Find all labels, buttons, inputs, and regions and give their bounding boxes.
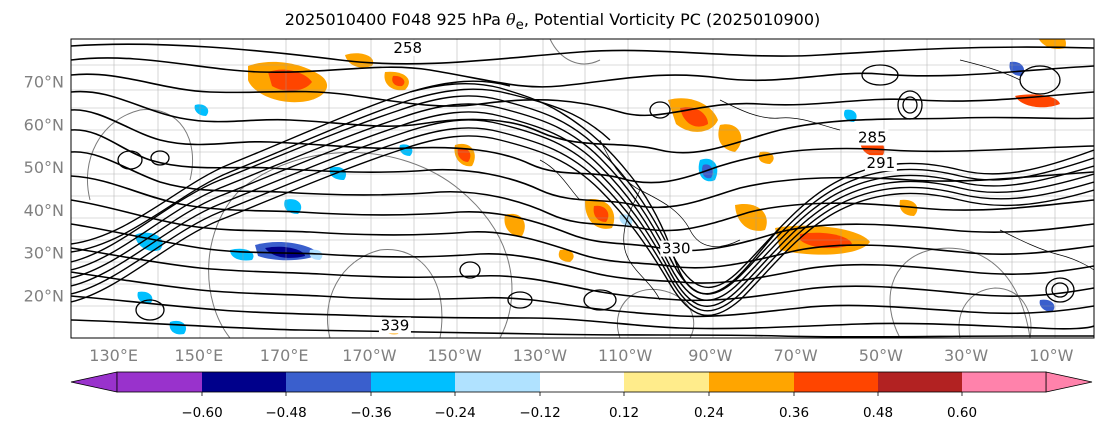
- colorbar: −0.60 −0.48 −0.36 −0.24 −0.12 0.12 0.24 0.36 0.4…: [70, 371, 1093, 421]
- colorbar-tick-label: −0.24: [434, 405, 475, 421]
- latitude-label: 40°N: [24, 201, 64, 220]
- colorbar-tick-label: 0.12: [609, 405, 639, 421]
- latitude-labels: 70°N 60°N 50°N 40°N 30°N 20°N: [24, 73, 64, 306]
- colorbar-tick-label: −0.12: [519, 405, 560, 421]
- colorbar-segment: [286, 372, 371, 392]
- theta-symbol: θ: [506, 10, 516, 29]
- contour-label-background: [378, 317, 411, 334]
- colorbar-tick-label: 0.60: [947, 405, 977, 421]
- colorbar-segment: [709, 372, 794, 392]
- jet-contour-band: [71, 80, 1094, 316]
- latitude-label: 70°N: [24, 73, 64, 92]
- colorbar-tick-label: 0.24: [694, 405, 724, 421]
- longitude-label: 90°W: [688, 346, 732, 365]
- contour-label: 291: [867, 154, 896, 172]
- longitude-labels: 130°E 150°E 170°E 170°W 150°W 130°W 110°W 90°W 7…: [89, 346, 1073, 365]
- contour-label-background: [864, 155, 897, 172]
- contour-label: 258: [393, 39, 422, 57]
- longitude-label: 50°W: [859, 346, 903, 365]
- latitude-label: 30°N: [24, 244, 64, 263]
- map-frame: [70, 38, 1095, 339]
- longitude-label: 130°E: [89, 346, 138, 365]
- contour-label: 339: [381, 316, 410, 334]
- theta-subscript: e: [515, 18, 524, 34]
- colorbar-tick-label: 0.36: [779, 405, 809, 421]
- colorbar-segment: [624, 372, 709, 392]
- colorbar-segment: [371, 372, 455, 392]
- contour-label-background: [660, 240, 693, 257]
- colorbar-tick-label: −0.36: [350, 405, 391, 421]
- coastlines: [539, 59, 1094, 301]
- colorbar-extend-low: [70, 371, 118, 393]
- longitude-label: 70°W: [774, 346, 818, 365]
- longitude-label: 10°W: [1029, 346, 1073, 365]
- colorbar-segment: [117, 372, 202, 392]
- colorbar-segment: [455, 372, 540, 392]
- colorbar-segment: [962, 372, 1046, 392]
- latitude-label: 60°N: [24, 115, 64, 134]
- colorbar-segment: [878, 372, 962, 392]
- contour-labels: 258 285 291 339 330: [378, 39, 897, 334]
- latitude-label: 20°N: [24, 286, 64, 305]
- colorbar-tick-label: −0.60: [181, 405, 222, 421]
- longitude-label: 150°W: [427, 346, 482, 365]
- title-prefix: 2025010400 F048 925 hPa: [284, 10, 507, 29]
- colorbar-tick-label: 0.48: [863, 405, 893, 421]
- latitude-label: 50°N: [24, 158, 64, 177]
- contour-label-group: 258 285 291 339 330: [378, 39, 897, 334]
- longitude-label: 170°E: [260, 346, 309, 365]
- colorbar-segment: [794, 372, 878, 392]
- contour-label: 285: [858, 129, 887, 147]
- longitude-label: 130°W: [513, 346, 568, 365]
- longitude-label: 170°W: [342, 346, 397, 365]
- colorbar-segment: [202, 372, 286, 392]
- contour-label-background: [391, 39, 424, 56]
- colorbar-outline: [116, 371, 1047, 393]
- longitude-label: 150°E: [175, 346, 224, 365]
- map-content: 258 285 291 339 330: [71, 39, 1094, 338]
- colorbar-extend-high: [1045, 371, 1093, 393]
- contour-label: 330: [662, 240, 691, 258]
- longitude-label: 110°W: [598, 346, 653, 365]
- colorbar-segment: [540, 372, 624, 392]
- colorbar-tick-label: −0.48: [265, 405, 306, 421]
- contour-label-background: [856, 129, 889, 146]
- title-suffix: , Potential Vorticity PC (2025010900): [523, 10, 821, 29]
- longitude-label: 30°W: [944, 346, 988, 365]
- map-title: 2025010400 F048 925 hPa θe, Potential Vo…: [0, 10, 1105, 33]
